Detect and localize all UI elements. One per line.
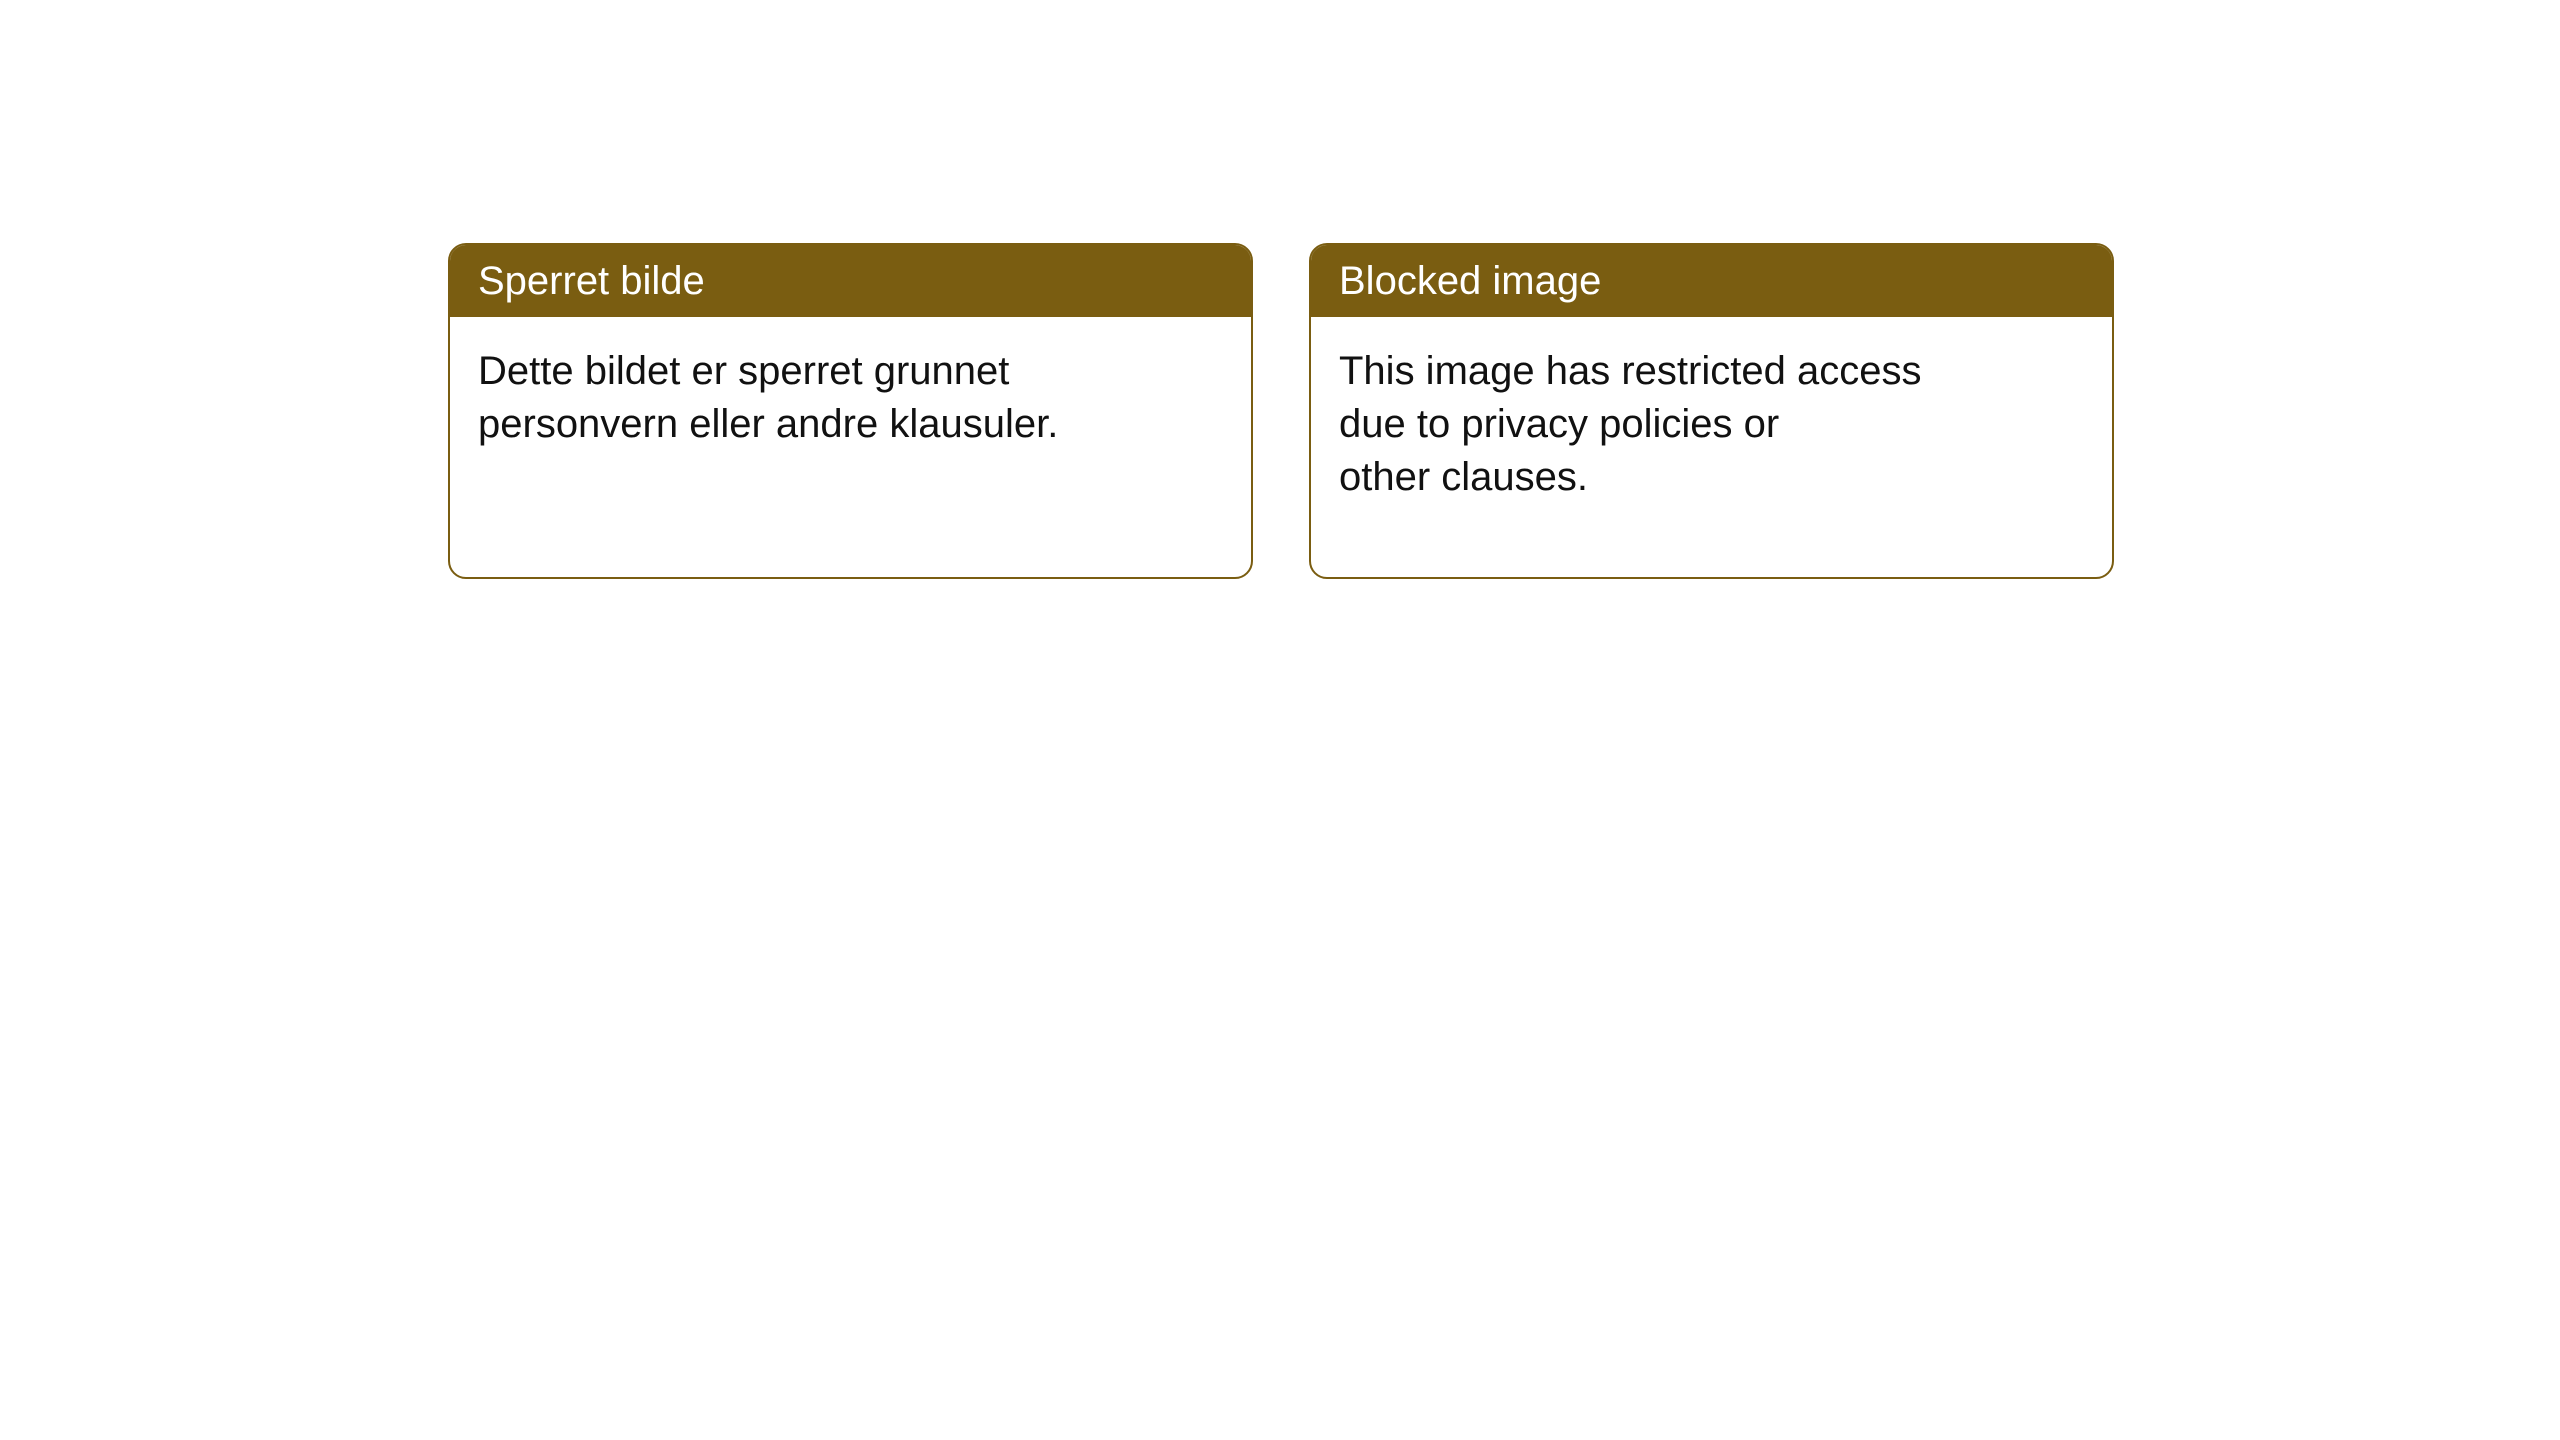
card-body: This image has restricted access due to … <box>1311 317 1991 531</box>
card-body-text: This image has restricted access due to … <box>1339 349 1921 499</box>
notice-card-norwegian: Sperret bilde Dette bildet er sperret gr… <box>448 243 1253 579</box>
card-body-text: Dette bildet er sperret grunnet personve… <box>478 349 1058 446</box>
card-title: Blocked image <box>1339 259 1601 303</box>
card-title: Sperret bilde <box>478 259 705 303</box>
card-header: Blocked image <box>1311 245 2112 317</box>
card-header: Sperret bilde <box>450 245 1251 317</box>
notice-cards-container: Sperret bilde Dette bildet er sperret gr… <box>448 243 2114 579</box>
notice-card-english: Blocked image This image has restricted … <box>1309 243 2114 579</box>
card-body: Dette bildet er sperret grunnet personve… <box>450 317 1130 479</box>
